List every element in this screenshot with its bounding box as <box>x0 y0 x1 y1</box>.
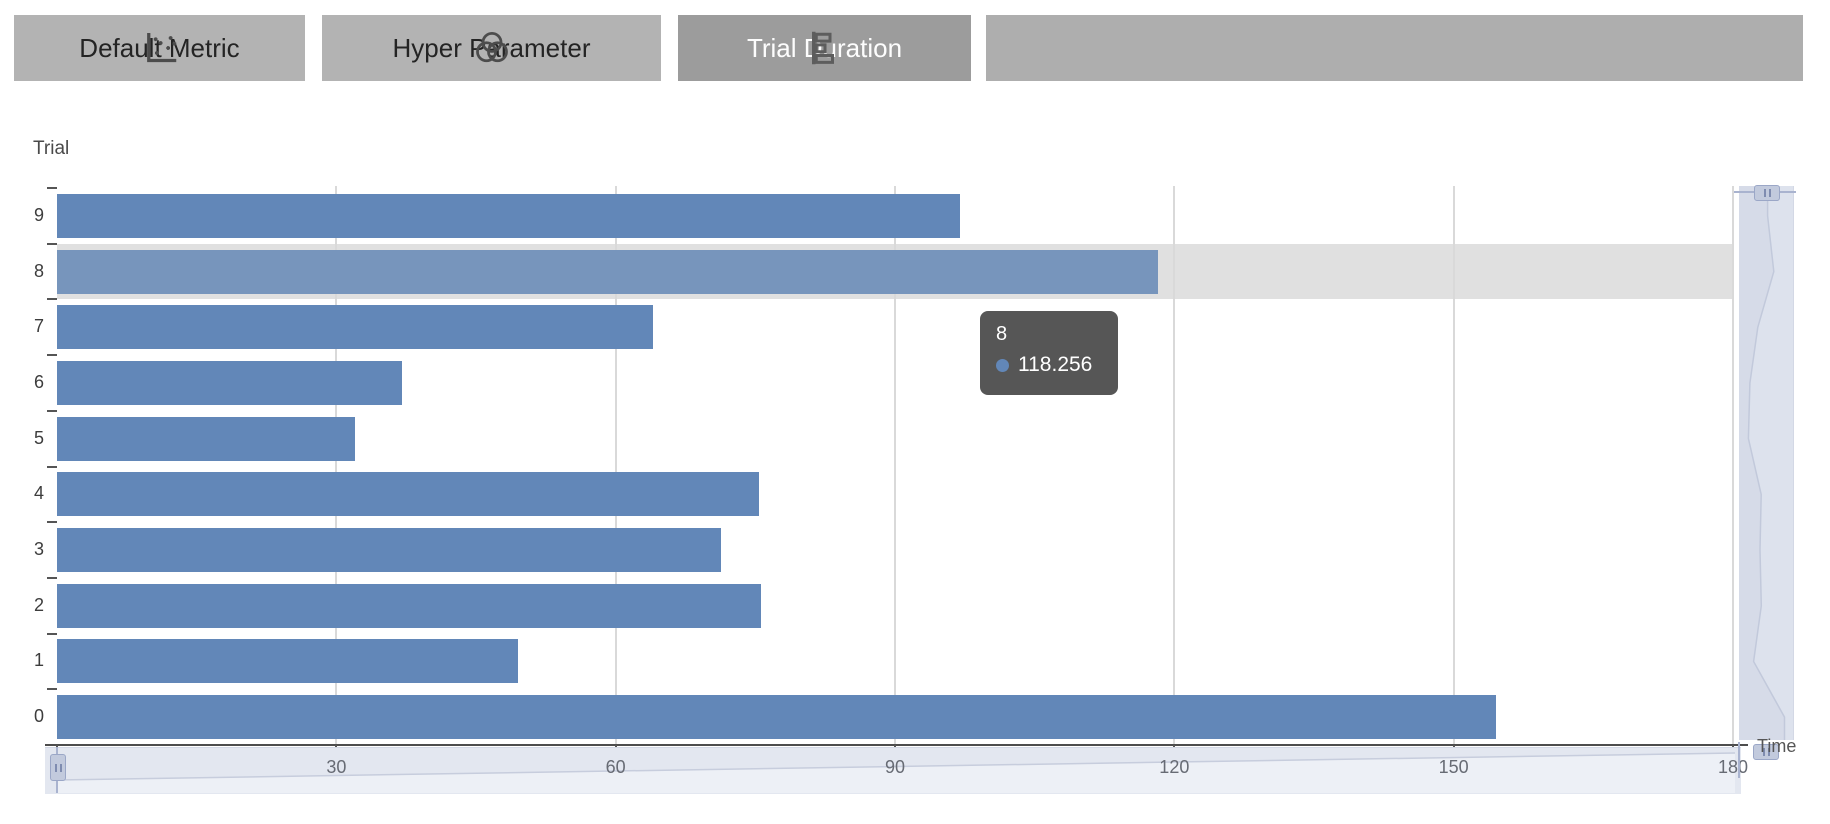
venn-diagram-icon <box>475 32 508 63</box>
y-axis-tick <box>47 298 57 301</box>
y-axis-label-3: 3 <box>33 539 44 560</box>
y-datazoom-top-grip[interactable] <box>1754 185 1780 201</box>
tab-default-metric[interactable]: Default Metric <box>14 15 305 81</box>
tab-divider <box>661 15 678 81</box>
x-gridline-30 <box>335 186 338 745</box>
tab-hyper-parameter[interactable]: Hyper Parameter <box>322 15 661 81</box>
slider-tick-label-180: 180 <box>1717 757 1749 777</box>
scatter-plot-icon <box>146 33 176 63</box>
x-datazoom-right-handle[interactable] <box>1738 742 1740 778</box>
x-gridline-180 <box>1732 186 1734 745</box>
slider-tick-label-120: 120 <box>1159 757 1190 777</box>
x-gridline-150 <box>1452 186 1455 745</box>
y-datazoom-bottom-grip[interactable] <box>1753 744 1779 760</box>
bar-trial-2[interactable] <box>57 583 761 628</box>
slider-tick-label-150: 150 <box>1438 757 1469 777</box>
tab-divider <box>971 15 986 81</box>
tab-trial-duration[interactable]: Trial Duration <box>678 15 971 81</box>
bar-trial-0[interactable] <box>57 695 1496 740</box>
y-axis-label-6: 6 <box>33 371 44 392</box>
y-axis-title: Trial <box>33 138 70 159</box>
bar-trial-9[interactable] <box>57 193 961 238</box>
x-axis-title: Time <box>1757 736 1797 756</box>
x-datazoom-left-grip[interactable] <box>50 754 66 781</box>
y-axis-tick <box>47 632 57 635</box>
x-datazoom-shadow <box>56 752 1736 793</box>
y-axis-label-2: 2 <box>33 594 44 615</box>
tooltip-value: 118.256 <box>1018 353 1093 376</box>
y-axis-label-5: 5 <box>33 427 44 448</box>
tooltip-trial-number: 8 <box>996 323 1008 345</box>
x-gridline-60 <box>614 186 617 745</box>
y-axis-tick <box>47 242 57 245</box>
y-axis-tick <box>47 521 57 524</box>
y-axis-tick <box>47 688 57 691</box>
tab-bar-filler <box>986 15 1803 81</box>
y-axis-label-9: 9 <box>33 204 44 225</box>
slider-tick-label-30: 30 <box>326 757 347 777</box>
tab-label: Default Metric <box>79 32 240 63</box>
x-gridline-90 <box>894 186 896 745</box>
x-gridline-120 <box>1173 186 1176 745</box>
bar-trial-1[interactable] <box>57 639 518 684</box>
tooltip: 8 118.256 <box>980 311 1118 395</box>
bar-trial-5[interactable] <box>57 416 355 461</box>
bar-trial-3[interactable] <box>57 528 721 573</box>
bar-trial-8[interactable] <box>57 249 1159 294</box>
slider-tick-label-90: 90 <box>884 757 906 777</box>
tab-divider <box>305 15 322 81</box>
y-axis-tick <box>47 187 57 189</box>
y-axis-label-8: 8 <box>33 260 44 281</box>
y-axis-label-7: 7 <box>33 316 44 337</box>
bar-trial-4[interactable] <box>57 472 760 517</box>
y-datazoom-shadow <box>1739 186 1786 740</box>
y-axis-tick <box>47 576 57 579</box>
slider-tick-label-60: 60 <box>605 757 626 777</box>
y-axis-tick <box>47 465 57 468</box>
horizontal-bar-chart-icon <box>811 31 834 65</box>
x-axis-line <box>45 744 1748 746</box>
y-axis-tick <box>47 409 57 412</box>
bar-trial-7[interactable] <box>57 305 653 350</box>
y-axis-label-0: 0 <box>33 706 44 727</box>
tab-bar: Default Metric Hyper Parameter <box>14 15 1803 81</box>
y-axis-label-4: 4 <box>33 483 44 504</box>
bar-trial-6[interactable] <box>57 360 402 405</box>
tooltip-series-dot <box>996 358 1009 372</box>
y-axis-tick <box>47 354 57 357</box>
y-axis-label-1: 1 <box>33 650 44 671</box>
